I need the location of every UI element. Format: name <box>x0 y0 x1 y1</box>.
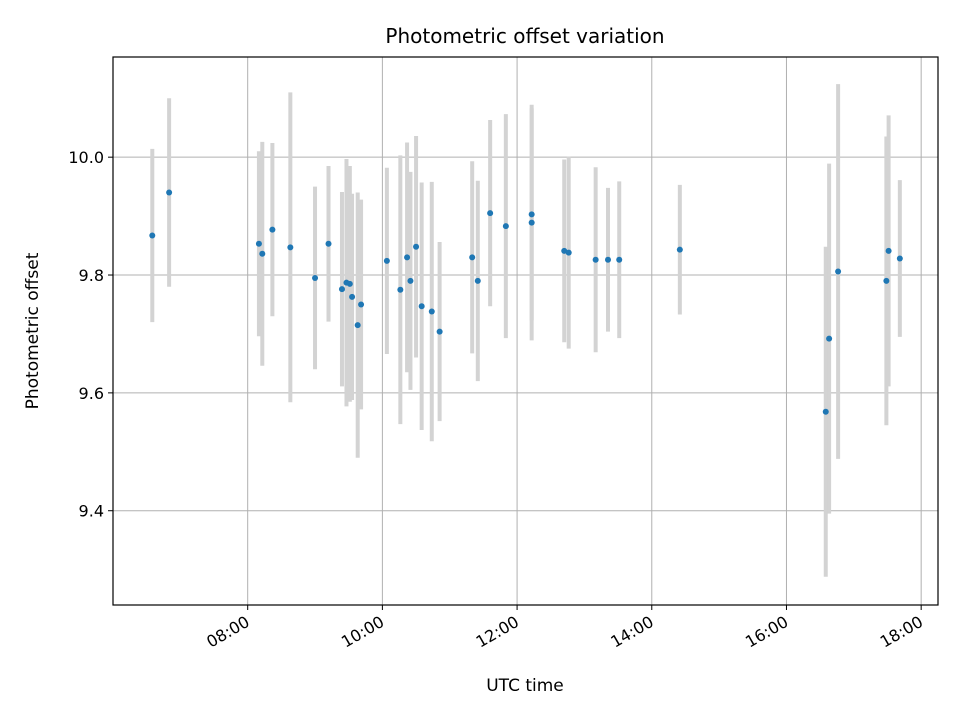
data-point <box>346 280 353 287</box>
data-point <box>325 240 332 247</box>
data-point <box>407 277 414 284</box>
data-point <box>883 277 890 284</box>
data-point <box>605 256 611 263</box>
data-point <box>404 254 411 261</box>
data-point <box>885 247 892 254</box>
data-point <box>255 240 262 247</box>
data-point <box>474 277 481 284</box>
y-tick-label: 9.8 <box>79 266 104 285</box>
data-point <box>397 286 404 293</box>
data-point <box>428 308 435 315</box>
data-point <box>358 301 365 308</box>
data-point <box>528 219 535 226</box>
data-point <box>896 255 903 262</box>
data-point <box>561 247 568 254</box>
data-point <box>835 268 842 275</box>
plot-frame <box>112 56 939 606</box>
data-point <box>616 256 623 263</box>
data-point <box>528 211 535 218</box>
data-point <box>565 249 572 256</box>
data-point <box>436 328 443 335</box>
data-point <box>166 189 173 196</box>
data-point <box>826 335 833 342</box>
data-points <box>149 189 903 415</box>
data-point <box>338 286 345 293</box>
data-point <box>312 274 319 281</box>
y-tick-label: 10.0 <box>68 148 104 167</box>
data-point <box>822 408 829 415</box>
data-point <box>592 256 599 263</box>
data-point <box>487 210 494 217</box>
data-point <box>349 293 356 300</box>
y-axis-label: Photometric offset <box>23 252 43 409</box>
data-point <box>418 303 425 310</box>
chart-title: Photometric offset variation <box>385 24 664 48</box>
data-point <box>469 254 476 261</box>
data-point <box>676 246 683 253</box>
data-point <box>383 257 390 264</box>
y-tick-label: 9.6 <box>79 384 104 403</box>
data-point <box>269 226 276 233</box>
y-axis-ticks: 9.4 9.6 9.8 10.0 <box>68 148 113 521</box>
y-tick-label: 9.4 <box>79 502 104 521</box>
x-axis-label: UTC time <box>486 676 564 696</box>
data-point <box>354 322 361 329</box>
data-point <box>502 223 509 230</box>
data-point <box>413 243 420 250</box>
data-point <box>259 250 266 257</box>
grid <box>113 57 938 605</box>
data-point <box>287 244 294 251</box>
data-point <box>149 232 156 239</box>
